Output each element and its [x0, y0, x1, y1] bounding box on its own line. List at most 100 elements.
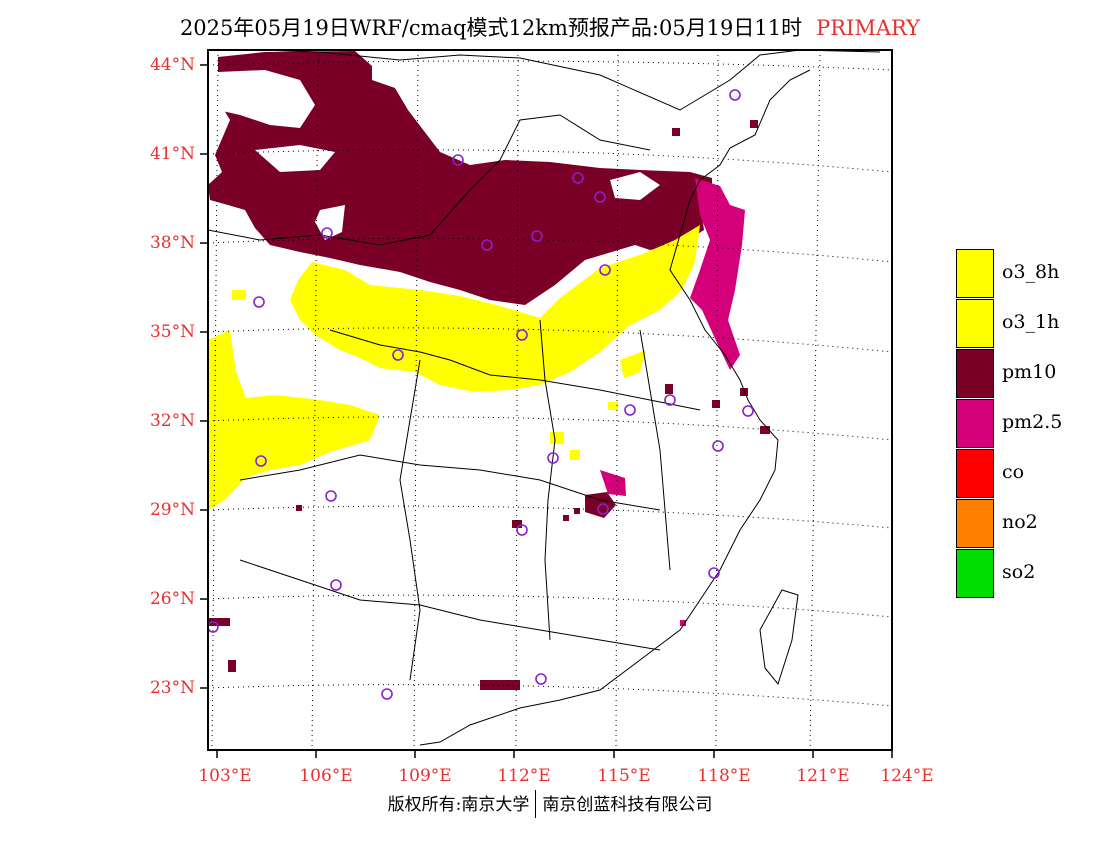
lat-label: 32°N: [149, 411, 195, 431]
city-marker: [712, 440, 724, 452]
pm10-dot: [512, 520, 522, 528]
city-marker: [255, 455, 267, 467]
city-marker: [664, 394, 676, 406]
legend-label: o3_8h: [1002, 261, 1060, 283]
province-line: [329, 329, 701, 411]
lon-label: 103°E: [198, 766, 252, 786]
o3-dot: [232, 290, 246, 300]
boundary-lines: [207, 49, 881, 746]
city-marker: [253, 296, 265, 308]
pm10-dot: [574, 508, 580, 514]
province-line: [207, 114, 651, 246]
legend-label: o3_1h: [1002, 311, 1060, 333]
pm10-dot: [750, 120, 758, 128]
legend-label: co: [1002, 461, 1025, 483]
city-marker: [594, 191, 606, 203]
graticule: [207, 49, 893, 751]
lat-label: 26°N: [149, 589, 195, 609]
pm25-dot: [680, 620, 686, 626]
pm10-dot: [740, 388, 748, 396]
province-line: [399, 359, 421, 681]
city-marker: [531, 230, 543, 242]
city-marker: [535, 673, 547, 685]
map-title: 2025年05月19日WRF/cmaq模式12km预报产品:05月19日11时 P…: [0, 12, 1100, 42]
legend-swatch: [956, 399, 994, 448]
lon-label: 106°E: [299, 766, 353, 786]
lon-label: 115°E: [597, 766, 651, 786]
pm10-dot: [228, 660, 236, 672]
taiwan-island: [759, 589, 799, 686]
o3-dot: [550, 432, 564, 444]
pm10-patch-west: [208, 618, 230, 626]
coastline: [419, 179, 779, 746]
city-marker: [516, 329, 528, 341]
legend-swatch: [956, 499, 994, 548]
legend-label: so2: [1002, 561, 1036, 583]
pm25-areas: [600, 178, 745, 626]
lat-label: 35°N: [149, 322, 195, 342]
province-line: [239, 559, 661, 651]
bohai-coast: [699, 69, 811, 181]
legend-label: pm2.5: [1002, 411, 1063, 433]
city-marker: [708, 567, 720, 579]
o3-areas: [208, 225, 700, 510]
lon-label: 112°E: [497, 766, 551, 786]
o3-band-northcentral: [290, 225, 700, 392]
city-marker: [547, 452, 559, 464]
city-marker: [516, 524, 528, 536]
legend-swatch: [956, 299, 994, 348]
pm10-dot: [712, 400, 720, 408]
city-marker: [599, 264, 611, 276]
province-line: [539, 319, 556, 641]
legend-swatch: [956, 449, 994, 498]
pm10-dot: [665, 384, 673, 394]
lat-label: 29°N: [149, 500, 195, 520]
pm25-coastal-band: [690, 178, 745, 370]
city-marker: [729, 89, 741, 101]
lon-label: 121°E: [796, 766, 850, 786]
city-marker: [597, 503, 609, 515]
province-line: [239, 454, 661, 511]
lon-label: 118°E: [697, 766, 751, 786]
o3-patch-east: [620, 350, 646, 378]
border-north: [208, 49, 881, 111]
city-marker: [452, 154, 464, 166]
copyright-footer: 版权所有:南京大学 南京创蓝科技有限公司: [0, 789, 1100, 820]
map-frame: [207, 49, 893, 751]
city-marker: [321, 227, 333, 239]
pm10-dot: [760, 426, 770, 434]
pm10-patch-coast: [480, 680, 520, 690]
pm25-patch-south: [600, 470, 626, 496]
pm10-dot: [672, 128, 680, 136]
title-text: 2025年05月19日WRF/cmaq模式12km预报产品:05月19日11时: [179, 16, 803, 40]
lat-label: 44°N: [149, 55, 195, 75]
legend-swatch: [956, 549, 994, 598]
axis-ticks: [200, 64, 893, 758]
pollutant-type: PRIMARY: [816, 16, 921, 40]
city-marker: [481, 239, 493, 251]
o3-band-west: [208, 330, 380, 510]
lat-label: 41°N: [149, 144, 195, 164]
city-marker: [624, 404, 636, 416]
city-marker: [572, 172, 584, 184]
legend-label: pm10: [1002, 361, 1057, 383]
legend-label: no2: [1002, 511, 1038, 533]
legend-swatch: [956, 249, 994, 298]
pm10-dot: [296, 505, 302, 511]
pm10-dot: [563, 515, 569, 521]
city-marker: [325, 490, 337, 502]
copyright-university: 版权所有:南京大学: [387, 795, 530, 815]
pm10-plume-north: [208, 51, 712, 305]
city-marker: [381, 688, 393, 700]
city-marker: [392, 349, 404, 361]
lat-label: 38°N: [149, 233, 195, 253]
o3-dot: [608, 402, 618, 410]
province-line: [639, 329, 671, 571]
lon-label: 109°E: [398, 766, 452, 786]
plume-gaps: [218, 70, 660, 240]
city-marker: [330, 579, 342, 591]
lon-label: 124°E: [880, 766, 934, 786]
o3-dot: [570, 450, 580, 460]
city-marker: [742, 405, 754, 417]
